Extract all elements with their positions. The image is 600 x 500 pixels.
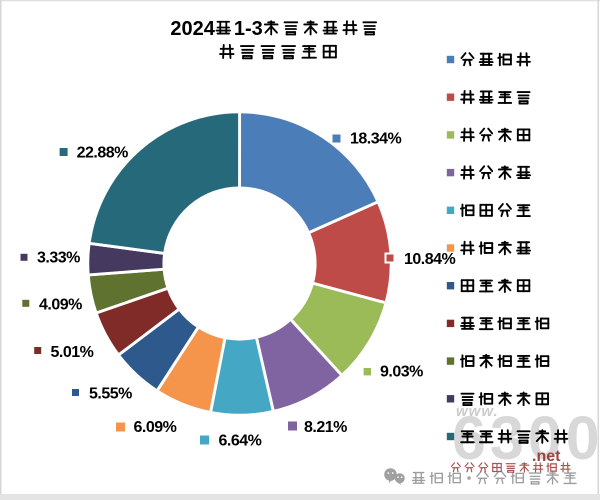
svg-text:6.64%: 6.64% [219, 432, 262, 449]
svg-text:6.09%: 6.09% [134, 419, 177, 436]
svg-text:.net: .net [532, 448, 561, 465]
svg-text:1-3: 1-3 [234, 18, 263, 40]
svg-text:2024: 2024 [170, 18, 215, 40]
svg-text:8.21%: 8.21% [304, 419, 347, 436]
svg-text:10.84%: 10.84% [404, 251, 456, 268]
svg-text:4.09%: 4.09% [39, 297, 82, 314]
svg-text:www.: www. [456, 403, 499, 420]
svg-text:22.88%: 22.88% [77, 145, 129, 162]
svg-text:5.01%: 5.01% [51, 344, 94, 361]
svg-text:9.03%: 9.03% [380, 364, 423, 381]
svg-text:5.55%: 5.55% [89, 386, 132, 403]
svg-text:18.34%: 18.34% [350, 131, 402, 148]
svg-text:3.33%: 3.33% [37, 250, 80, 267]
